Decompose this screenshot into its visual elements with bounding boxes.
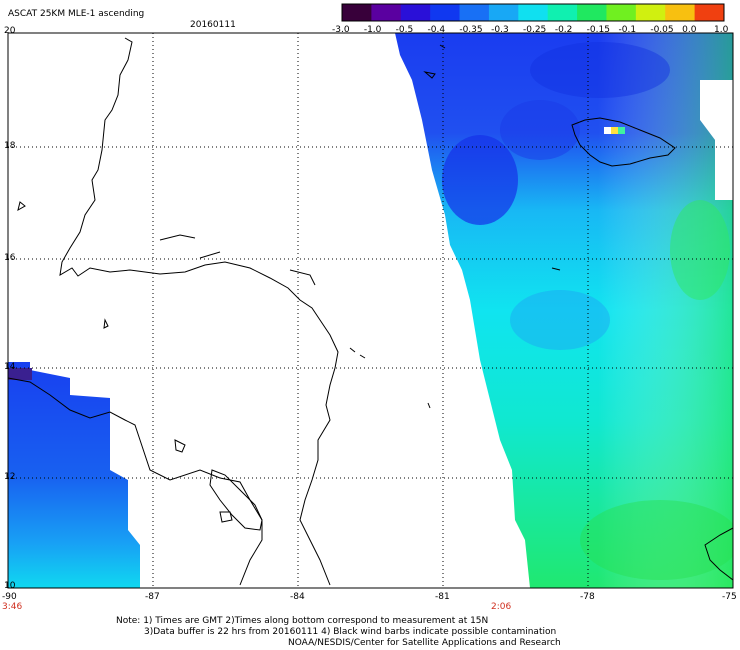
colorbar-label: -0.3 (491, 25, 509, 35)
colorbar-swatch (459, 4, 490, 21)
lat-label-20: 20 (4, 26, 16, 36)
colorbar-label: -0.15 (586, 25, 610, 35)
colorbar-label: -0.35 (459, 25, 483, 35)
lon-label-81: -81 (435, 592, 450, 602)
colorbar-swatch (518, 4, 549, 21)
colorbar-label: 1.0 (714, 25, 729, 35)
lon-label-84: -84 (290, 592, 305, 602)
colorbar-swatch (400, 4, 431, 21)
graticule (8, 33, 733, 588)
plot-frame (7, 32, 734, 589)
colorbar-swatch (371, 4, 402, 21)
lon-label-78: -78 (580, 592, 595, 602)
colorbar-swatch (488, 4, 519, 21)
coastlines (8, 37, 733, 586)
colorbar-swatch (430, 4, 461, 21)
colorbar-label: -0.2 (554, 25, 573, 35)
time-right: 2:06 (491, 602, 512, 612)
colorbar-label: -1.0 (363, 25, 382, 35)
colorbar-label: -0.05 (650, 25, 674, 35)
yucatan-coast (59, 37, 339, 586)
colorbar (341, 3, 725, 22)
data-swaths (8, 33, 733, 588)
note-line-2: 3)Data buffer is 22 hrs from 20160111 4)… (144, 627, 557, 637)
map-date: 20160111 (190, 20, 236, 30)
lon-label-90: -90 (2, 592, 17, 602)
colorbar-label: -0.4 (427, 25, 446, 35)
colorbar-swatch (635, 4, 666, 21)
colorbar-label: -0.1 (618, 25, 637, 35)
time-left: 3:46 (2, 602, 23, 612)
lon-label-75: -75 (722, 592, 737, 602)
west-swath (8, 362, 140, 588)
colorbar-swatch (577, 4, 607, 21)
map-title: ASCAT 25KM MLE-1 ascending (8, 9, 145, 19)
colorbar-swatch (342, 4, 372, 21)
colorbar-swatch (665, 4, 696, 21)
lake-nicaragua (209, 469, 263, 531)
note-line-1: Note: 1) Times are GMT 2)Times along bot… (116, 616, 489, 626)
lat-label-10: 10 (4, 581, 16, 591)
colorbar-label: 0.0 (682, 25, 697, 35)
lat-label-12: 12 (4, 472, 16, 482)
colorbar-swatch (694, 4, 725, 21)
colorbar-swatch (547, 4, 578, 21)
colorbar-label: -0.25 (523, 25, 547, 35)
colorbar-label: -3.0 (332, 25, 350, 35)
lat-label-14: 14 (4, 362, 16, 372)
lat-label-18: 18 (4, 141, 16, 151)
lat-label-16: 16 (4, 253, 16, 263)
note-line-3: NOAA/NESDIS/Center for Satellite Applica… (288, 638, 561, 648)
jamaica-coast (571, 117, 676, 167)
colorbar-swatch (606, 4, 637, 21)
lon-label-87: -87 (145, 592, 160, 602)
colorbar-label: -0.5 (395, 25, 414, 35)
